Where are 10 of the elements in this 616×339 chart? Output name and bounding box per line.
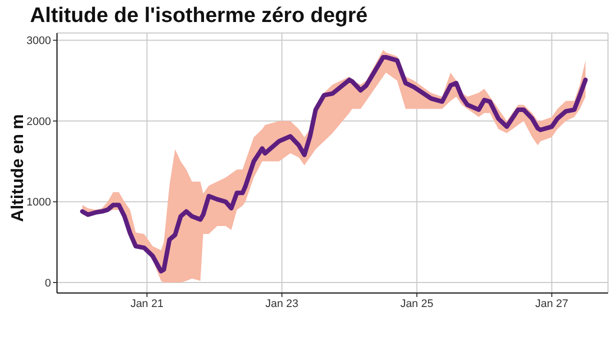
- y-tick-label: 2000: [26, 116, 51, 128]
- y-tick-label: 1000: [26, 196, 51, 209]
- y-tick-label: 3000: [26, 35, 51, 48]
- y-tick-label: 0: [44, 277, 51, 290]
- x-tick-label: Jan 23: [265, 298, 298, 310]
- x-tick-label: Jan 21: [130, 298, 164, 310]
- y-axis-title: Altitude en m: [8, 114, 27, 222]
- x-tick-label: Jan 27: [535, 298, 568, 310]
- chart-title: Altitude de l'isotherme zéro degré: [30, 4, 368, 28]
- x-tick-label: Jan 25: [400, 298, 434, 310]
